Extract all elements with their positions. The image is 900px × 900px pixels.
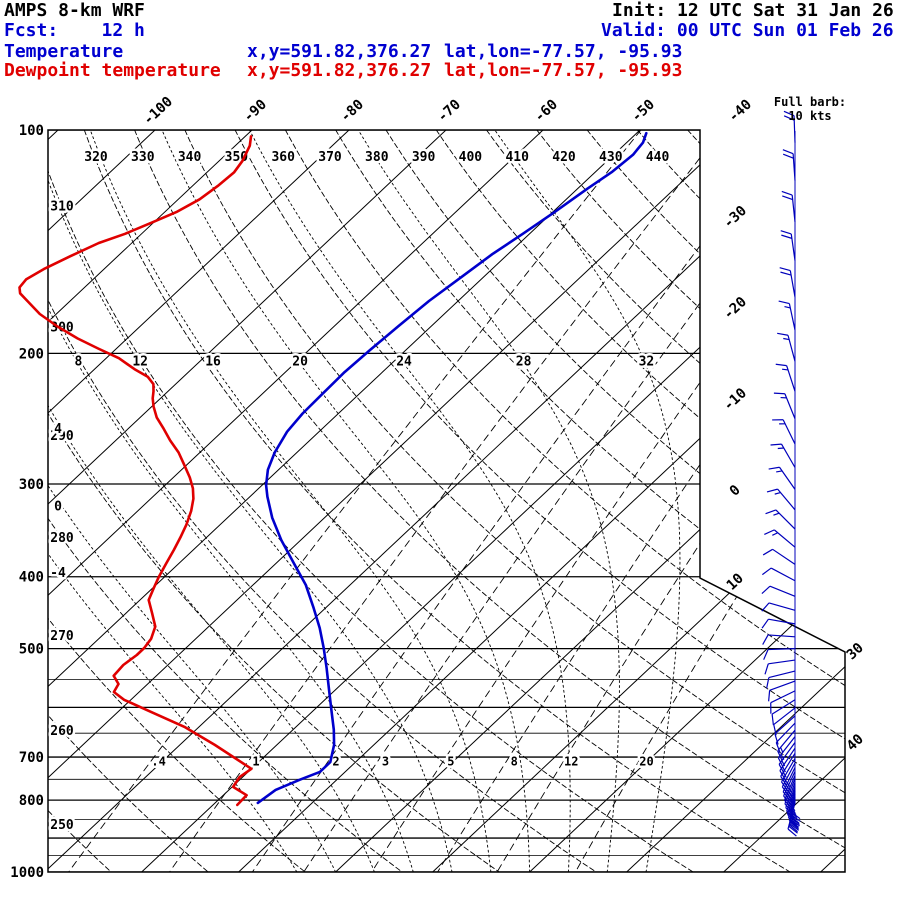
svg-text:1: 1 (252, 755, 259, 769)
svg-text:0: 0 (54, 499, 62, 514)
svg-text:250: 250 (50, 818, 74, 833)
svg-text:2: 2 (332, 755, 339, 769)
wind-barbs (761, 110, 801, 837)
svg-text:Full barb:: Full barb: (774, 95, 846, 109)
svg-text:380: 380 (365, 150, 389, 165)
svg-text:20: 20 (292, 354, 308, 369)
dewpoint-legend: Dewpoint temperature (4, 60, 221, 81)
svg-text:30: 30 (844, 640, 867, 663)
init-time: Init: 12 UTC Sat 31 Jan 26 (612, 0, 894, 21)
svg-text:12: 12 (132, 354, 148, 369)
svg-text:-10: -10 (721, 385, 750, 414)
svg-text:100: 100 (19, 123, 44, 139)
svg-text:-80: -80 (338, 97, 367, 126)
svg-text:360: 360 (271, 150, 295, 165)
svg-text:10 kts: 10 kts (788, 109, 831, 123)
svg-text:32: 32 (639, 354, 655, 369)
dewpoint-xy: x,y=591.82,376.27 (247, 60, 432, 81)
svg-text:400: 400 (19, 570, 44, 586)
svg-text:420: 420 (552, 150, 576, 165)
wind-barb-legend: Full barb:10 kts (774, 95, 846, 123)
svg-text:440: 440 (646, 150, 670, 165)
svg-text:700: 700 (19, 750, 44, 766)
svg-text:340: 340 (178, 150, 202, 165)
svg-text:-50: -50 (629, 97, 658, 126)
svg-text:270: 270 (50, 629, 74, 644)
svg-text:0: 0 (727, 482, 744, 499)
temperature-legend: Temperature (4, 41, 124, 62)
svg-text:5: 5 (447, 755, 454, 769)
svg-text:500: 500 (19, 642, 44, 658)
svg-text:8: 8 (74, 354, 82, 369)
svg-text:10: 10 (724, 570, 747, 593)
svg-text:290: 290 (50, 429, 74, 444)
svg-text:4: 4 (54, 422, 62, 437)
svg-text:330: 330 (131, 150, 155, 165)
svg-text:430: 430 (599, 150, 623, 165)
svg-text:310: 310 (50, 200, 74, 215)
temperature-curve (256, 131, 648, 805)
svg-text:16: 16 (205, 354, 221, 369)
svg-text:300: 300 (19, 477, 44, 493)
svg-text:28: 28 (516, 354, 532, 369)
svg-text:40: 40 (844, 731, 867, 754)
svg-text:-20: -20 (721, 294, 750, 323)
pressure-axis-labels: 100 200 300 400 500 700 800 1000 (10, 123, 44, 881)
svg-text:370: 370 (318, 150, 342, 165)
svg-text:-40: -40 (726, 97, 755, 126)
svg-text:3: 3 (382, 755, 389, 769)
plot-border (47, 129, 846, 873)
svg-text:8: 8 (511, 755, 518, 769)
svg-text:-100: -100 (140, 94, 176, 129)
temperature-latlon: lat,lon=-77.57, -95.93 (444, 41, 683, 62)
model-title: AMPS 8-km WRF (4, 0, 145, 21)
svg-text:24: 24 (396, 354, 412, 369)
svg-text:800: 800 (19, 793, 44, 809)
dewpoint-curve (18, 135, 253, 807)
valid-time: Valid: 00 UTC Sun 01 Feb 26 (601, 20, 894, 41)
svg-text:-70: -70 (435, 97, 464, 126)
svg-text:280: 280 (50, 531, 74, 546)
svg-text:400: 400 (459, 150, 483, 165)
svg-text:-90: -90 (241, 97, 270, 126)
mixing-ratio-labels: .4 1 2 3 5 8 12 20 (149, 752, 656, 771)
svg-text:-30: -30 (721, 203, 750, 232)
dewpoint-latlon: lat,lon=-77.57, -95.93 (444, 60, 683, 81)
svg-text:350: 350 (225, 150, 249, 165)
dry-adiabat-labels: 320 330 340 350 360 370 380 390 400 410 420 430 4403… (48, 148, 672, 836)
svg-text:.4: .4 (151, 755, 165, 769)
isobar-lines (48, 130, 845, 872)
svg-text:-60: -60 (532, 97, 561, 126)
forecast-hour: Fcst: 12 h (4, 20, 145, 41)
svg-text:200: 200 (19, 346, 44, 362)
moist-adiabat-labels: 8 12 16 20 24 28 32 4 0 -4 (48, 352, 657, 584)
svg-text:320: 320 (84, 150, 108, 165)
svg-text:390: 390 (412, 150, 436, 165)
svg-text:20: 20 (639, 755, 653, 769)
temperature-xy: x,y=591.82,376.27 (247, 41, 432, 62)
moist-adiabat-lines (48, 130, 681, 872)
svg-text:410: 410 (505, 150, 529, 165)
svg-text:12: 12 (564, 755, 578, 769)
svg-text:260: 260 (50, 724, 74, 739)
svg-text:1000: 1000 (10, 865, 44, 881)
svg-text:-4: -4 (50, 566, 66, 581)
